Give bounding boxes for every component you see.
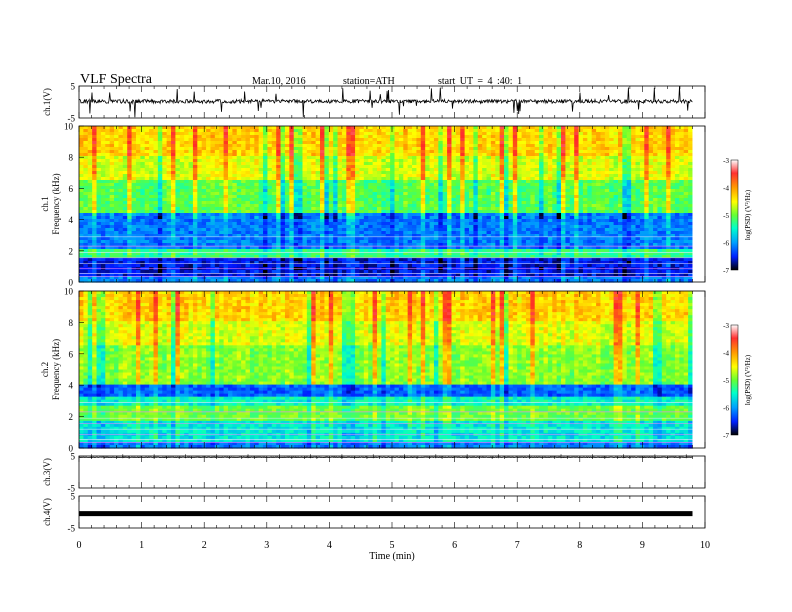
x-tick-label: 4 [327, 540, 332, 551]
date-label: Mar.10, 2016 [252, 76, 306, 87]
y-tick-label: 4 [69, 215, 74, 225]
y-tick-label: 10 [64, 122, 74, 132]
colorbar-tick-label: -4 [723, 350, 729, 358]
waveform-ch1 [78, 86, 693, 118]
y-tick-label: 0 [69, 278, 74, 288]
x-tick-label: 6 [452, 540, 457, 551]
y-axis-label: ch.4(V) [42, 498, 52, 526]
x-tick-label: 8 [577, 540, 582, 551]
colorbar-label: log(PSD) (V²/Hz) [744, 354, 752, 405]
colorbar-ch1 [730, 159, 739, 271]
y-tick-label: -5 [68, 524, 76, 534]
y-tick-label: 2 [69, 412, 74, 422]
colorbar-tick-label: -7 [723, 432, 729, 440]
waveform-ch3 [78, 456, 693, 459]
y-axis-label: ch.1(V) [42, 88, 52, 116]
station-label: station=ATH [343, 76, 395, 87]
chart-title: VLF Spectra [80, 72, 152, 87]
y-tick-label: 5 [71, 452, 76, 462]
y-tick-label: 10 [64, 287, 74, 297]
spectrogram-ch1 [79, 126, 705, 283]
colorbar-tick-label: -4 [723, 185, 729, 193]
spectrogram-ch2 [79, 291, 705, 449]
colorbar-tick-label: -6 [723, 240, 729, 248]
x-tick-label: 3 [264, 540, 269, 551]
y-tick-label: -5 [68, 484, 76, 494]
colorbar-tick-label: -3 [723, 157, 729, 165]
y-axis-label: Frequency (kHz) [51, 173, 61, 234]
start-time-label: start UT = 4 :40: 1 [438, 76, 523, 87]
y-tick-label: 6 [69, 349, 74, 359]
x-tick-label: 7 [515, 540, 520, 551]
x-tick-label: 2 [202, 540, 207, 551]
colorbar-ch2 [730, 324, 739, 436]
y-axis-label: ch.3(V) [42, 458, 52, 486]
no-data-region [692, 126, 705, 282]
y-tick-label: -5 [68, 114, 76, 124]
x-tick-label: 9 [640, 540, 645, 551]
colorbar-label: log(PSD) (V²/Hz) [744, 189, 752, 240]
colorbar-tick-label: -5 [723, 212, 729, 220]
x-tick-label: 5 [390, 540, 395, 551]
y-tick-label: 6 [69, 184, 74, 194]
colorbar-tick-label: -7 [723, 267, 729, 275]
y-tick-label: 8 [69, 318, 74, 328]
y-tick-label: 4 [69, 381, 74, 391]
colorbar-tick-label: -3 [723, 322, 729, 330]
x-tick-label: 10 [700, 540, 710, 551]
colorbar-tick-label: -5 [723, 377, 729, 385]
y-tick-label: 8 [69, 153, 74, 163]
y-tick-label: 5 [71, 82, 76, 92]
x-tick-label: 0 [77, 540, 82, 551]
channel-label: ch.1 [40, 196, 50, 211]
channel-label: ch.2 [40, 362, 50, 377]
y-tick-label: 5 [71, 492, 76, 502]
x-axis-label: Time (min) [369, 551, 414, 562]
y-axis-label: Frequency (kHz) [51, 339, 61, 400]
no-data-region [692, 291, 705, 448]
colorbar-tick-label: -6 [723, 405, 729, 413]
y-tick-label: 0 [69, 444, 74, 454]
y-tick-label: 2 [69, 246, 74, 256]
x-tick-label: 1 [139, 540, 144, 551]
